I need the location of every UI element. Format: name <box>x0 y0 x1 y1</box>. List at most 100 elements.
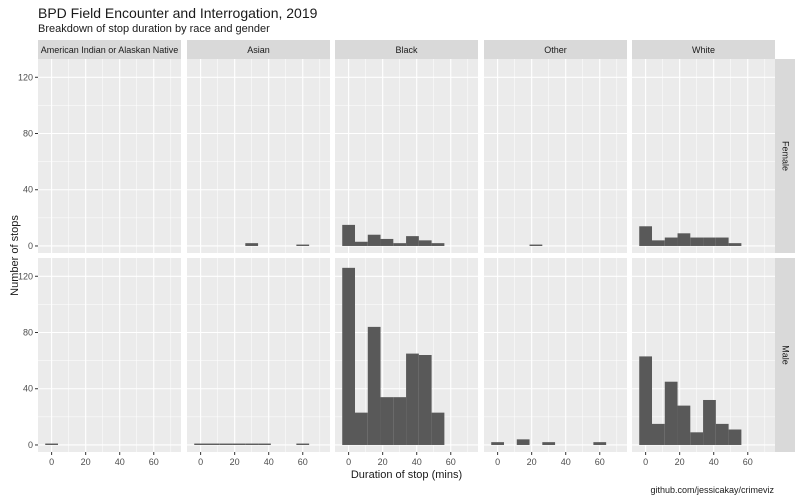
histogram-bar <box>418 240 432 246</box>
facet-strip-label: Black <box>395 45 418 55</box>
panel-female-black <box>335 59 478 253</box>
histogram-bar <box>431 243 445 246</box>
x-tick-label: 0 <box>495 457 500 467</box>
histogram-bar <box>245 443 259 445</box>
y-tick-label: 80 <box>23 328 33 338</box>
panel-female-asian <box>187 59 330 253</box>
x-axis-title: Duration of stop (mins) <box>351 469 462 481</box>
x-tick-label: 0 <box>643 457 648 467</box>
histogram-bar <box>639 356 653 445</box>
x-tick-label: 60 <box>595 457 605 467</box>
histogram-bar <box>232 443 246 445</box>
y-tick-label: 40 <box>23 185 33 195</box>
facet-strip-label: Male <box>781 345 791 365</box>
histogram-bar <box>367 234 381 246</box>
y-tick-label: 0 <box>28 241 33 251</box>
histogram-bar <box>380 397 394 445</box>
x-tick-label: 40 <box>115 457 125 467</box>
histogram-bar <box>393 397 407 445</box>
panel-female-american-indian-or-alaskan-native <box>38 59 181 253</box>
histogram-bar <box>652 423 665 445</box>
x-tick-label: 0 <box>198 457 203 467</box>
histogram-bar <box>639 226 653 246</box>
panel-female-other <box>484 59 627 253</box>
histogram-bar <box>406 353 419 445</box>
histogram-bar <box>593 442 607 445</box>
histogram-bar <box>690 237 704 246</box>
x-tick-label: 20 <box>675 457 685 467</box>
histogram-bar <box>219 443 233 445</box>
histogram-bar <box>664 237 678 246</box>
facet-strip-label: American Indian or Alaskan Native <box>41 45 179 55</box>
histogram-bar <box>342 267 356 445</box>
chart-subtitle: Breakdown of stop duration by race and g… <box>38 23 270 35</box>
histogram-bar <box>703 237 716 246</box>
histogram-bar <box>418 355 432 445</box>
histogram-bar <box>355 241 368 246</box>
histogram-bar <box>516 439 530 445</box>
panel-female-white <box>632 59 775 253</box>
x-tick-label: 40 <box>561 457 571 467</box>
x-tick-label: 40 <box>709 457 719 467</box>
histogram-bar <box>258 443 271 445</box>
panel-male-american-indian-or-alaskan-native <box>38 258 181 452</box>
facet-strip-american-indian-or-alaskan-native <box>38 40 181 59</box>
facet-strip-black <box>335 40 478 59</box>
histogram-bar <box>703 399 716 445</box>
facet-strip-label: White <box>692 45 715 55</box>
x-tick-label: 20 <box>378 457 388 467</box>
facet-strip-label: Asian <box>247 45 270 55</box>
panel-male-other <box>484 258 627 452</box>
y-tick-label: 120 <box>18 72 33 82</box>
histogram-bar <box>690 432 704 445</box>
x-tick-label: 0 <box>346 457 351 467</box>
histogram-bar <box>677 233 691 246</box>
y-tick-label: 80 <box>23 129 33 139</box>
histogram-bar <box>296 244 310 246</box>
x-tick-label: 20 <box>527 457 537 467</box>
histogram-bar <box>715 423 729 445</box>
histogram-bar <box>207 443 220 445</box>
source-caption: github.com/jessicakay/crimeviz <box>650 485 774 495</box>
y-tick-label: 40 <box>23 384 33 394</box>
facet-strip-female <box>775 59 795 253</box>
facet-strip-white <box>632 40 775 59</box>
histogram-bar <box>393 243 407 246</box>
x-tick-label: 40 <box>412 457 422 467</box>
histogram-bar <box>342 224 356 246</box>
facet-strip-label: Female <box>781 141 791 171</box>
facet-strip-other <box>484 40 627 59</box>
histogram-bar <box>380 238 394 246</box>
histogram-bar <box>728 243 742 246</box>
histogram-bar <box>431 412 445 445</box>
y-tick-label: 120 <box>18 271 33 281</box>
histogram-bar <box>652 240 665 246</box>
histogram-bar <box>677 405 691 445</box>
x-tick-label: 60 <box>743 457 753 467</box>
chart-title: BPD Field Encounter and Interrogation, 2… <box>38 5 318 21</box>
histogram-bar <box>664 381 678 445</box>
panel-male-asian <box>187 258 330 452</box>
histogram-bar <box>367 326 381 445</box>
histogram-bar <box>245 243 259 246</box>
y-tick-label: 0 <box>28 440 33 450</box>
x-tick-label: 20 <box>81 457 91 467</box>
histogram-bar <box>45 443 59 445</box>
facet-strip-asian <box>187 40 330 59</box>
histogram-bar <box>194 443 208 445</box>
y-axis-title: Number of stops <box>9 215 21 296</box>
x-tick-label: 20 <box>230 457 240 467</box>
histogram-bar <box>406 236 419 246</box>
histogram-bar <box>296 443 310 445</box>
x-tick-label: 40 <box>264 457 274 467</box>
x-tick-label: 60 <box>149 457 159 467</box>
histogram-bar <box>491 442 505 445</box>
facet-strip-label: Other <box>544 45 567 55</box>
facet-strip-male <box>775 258 795 452</box>
histogram-bar <box>529 244 543 246</box>
x-tick-label: 60 <box>446 457 456 467</box>
histogram-bar <box>715 237 729 246</box>
x-tick-label: 0 <box>49 457 54 467</box>
x-tick-label: 60 <box>298 457 308 467</box>
